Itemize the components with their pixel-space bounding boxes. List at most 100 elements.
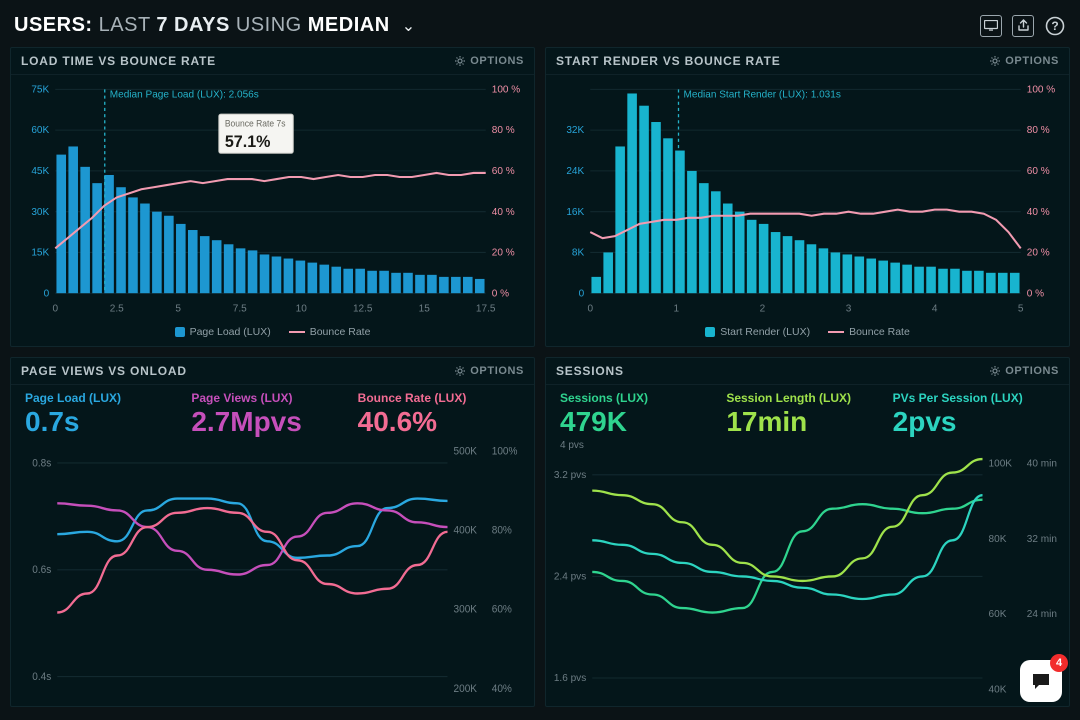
svg-text:0 %: 0 % [492, 288, 509, 299]
svg-text:7.5: 7.5 [233, 304, 247, 315]
panel-title: LOAD TIME VS BOUNCE RATE [21, 54, 216, 68]
svg-text:5: 5 [1018, 304, 1024, 315]
svg-text:0: 0 [587, 304, 593, 315]
svg-text:0: 0 [579, 288, 585, 299]
page-header: USERS: LAST 7 DAYS USING MEDIAN ⌄ ? [10, 8, 1070, 47]
panel-start-render: START RENDER VS BOUNCE RATE OPTIONS 0 8K 1… [545, 47, 1070, 347]
svg-text:30K: 30K [31, 207, 49, 218]
svg-text:0.4s: 0.4s [32, 670, 51, 683]
svg-text:0.8s: 0.8s [32, 457, 51, 470]
panel-title: SESSIONS [556, 364, 624, 378]
svg-text:?: ? [1051, 19, 1058, 33]
options-button[interactable]: OPTIONS [454, 365, 524, 377]
help-icon[interactable]: ? [1044, 15, 1066, 37]
panel-title: PAGE VIEWS VS ONLOAD [21, 364, 187, 378]
chat-button[interactable]: 4 [1020, 660, 1062, 702]
svg-text:8K: 8K [572, 247, 585, 258]
svg-text:17.5: 17.5 [476, 304, 496, 315]
share-icon[interactable] [1012, 15, 1034, 37]
notification-badge: 4 [1050, 654, 1068, 672]
svg-text:40K: 40K [989, 684, 1007, 695]
svg-text:40%: 40% [492, 682, 513, 695]
header-seg-agg: MEDIAN [308, 14, 390, 36]
svg-text:Bounce Rate 7s: Bounce Rate 7s [225, 118, 286, 128]
svg-text:Median Page Load (LUX): 2.056s: Median Page Load (LUX): 2.056s [110, 90, 259, 101]
svg-text:60 %: 60 % [1027, 166, 1050, 177]
svg-text:3.2 pvs: 3.2 pvs [554, 470, 586, 481]
svg-text:100 %: 100 % [492, 84, 520, 95]
svg-text:60%: 60% [492, 603, 513, 616]
page-views-chart[interactable]: 0.4s0.6s0.8s200K300K400K500K40%60%80%100… [11, 440, 534, 706]
svg-text:100 %: 100 % [1027, 84, 1055, 95]
header-actions: ? [980, 15, 1066, 37]
svg-text:15: 15 [419, 304, 431, 315]
svg-text:80 %: 80 % [492, 125, 515, 136]
header-seg-using: USING [236, 14, 302, 36]
svg-text:Median Start Render (LUX): 1.0: Median Start Render (LUX): 1.031s [684, 90, 841, 101]
svg-text:0: 0 [44, 288, 50, 299]
sessions-chart[interactable]: 1.6 pvs2.4 pvs3.2 pvs40K60K80K100K16 min… [546, 453, 1069, 706]
svg-text:200K: 200K [454, 682, 477, 695]
svg-text:0.6s: 0.6s [32, 563, 51, 576]
gear-icon [989, 55, 1001, 67]
header-title[interactable]: USERS: LAST 7 DAYS USING MEDIAN ⌄ [14, 14, 416, 37]
metrics-row: Sessions (LUX) 479K 4 pvs Session Length… [546, 385, 1069, 453]
panel-page-views: PAGE VIEWS VS ONLOAD OPTIONS Page Load (… [10, 357, 535, 707]
metric-sessions: Sessions (LUX) 479K 4 pvs [560, 391, 726, 451]
gear-icon [454, 365, 466, 377]
metric-pvs-session: PVs Per Session (LUX) 2pvs [893, 391, 1059, 451]
svg-text:24 min: 24 min [1027, 609, 1057, 620]
svg-text:2.5: 2.5 [110, 304, 124, 315]
options-button[interactable]: OPTIONS [989, 365, 1059, 377]
svg-text:80K: 80K [989, 534, 1007, 545]
metric-page-load: Page Load (LUX) 0.7s [25, 391, 191, 438]
header-seg-last: LAST [99, 14, 151, 36]
svg-text:32 min: 32 min [1027, 534, 1057, 545]
chat-icon [1030, 670, 1052, 692]
svg-text:0: 0 [52, 304, 58, 315]
svg-text:40 %: 40 % [492, 207, 515, 218]
load-time-chart[interactable]: 0 15K 30K 45K 60K 75K 0 % 20 % 40 % 60 % 80 % 100 %… [11, 75, 534, 322]
svg-text:20 %: 20 % [1027, 247, 1050, 258]
gear-icon [989, 365, 1001, 377]
header-prefix: USERS: [14, 14, 93, 36]
gear-icon [454, 55, 466, 67]
header-seg-range: 7 DAYS [156, 14, 229, 36]
metric-bounce-rate: Bounce Rate (LUX) 40.6% [358, 391, 524, 438]
svg-text:60K: 60K [989, 609, 1007, 620]
svg-text:32K: 32K [566, 125, 584, 136]
metric-session-length: Session Length (LUX) 17min [726, 391, 892, 451]
chart-legend: Page Load (LUX) Bounce Rate [11, 322, 534, 346]
svg-text:40 %: 40 % [1027, 207, 1050, 218]
svg-text:300K: 300K [454, 603, 477, 616]
svg-text:5: 5 [175, 304, 181, 315]
options-button[interactable]: OPTIONS [989, 55, 1059, 67]
svg-text:60 %: 60 % [492, 166, 515, 177]
svg-text:1.6 pvs: 1.6 pvs [554, 673, 586, 684]
svg-text:400K: 400K [454, 524, 477, 537]
svg-text:12.5: 12.5 [353, 304, 373, 315]
chevron-down-icon[interactable]: ⌄ [402, 18, 416, 35]
chart-legend: Start Render (LUX) Bounce Rate [546, 322, 1069, 346]
monitor-icon[interactable] [980, 15, 1002, 37]
svg-text:100%: 100% [492, 445, 518, 458]
svg-text:100K: 100K [989, 458, 1013, 469]
start-render-chart[interactable]: 08K16K24K32K0 %20 %40 %60 %80 %100 %0123… [546, 75, 1069, 322]
svg-text:15K: 15K [31, 247, 49, 258]
svg-text:4: 4 [932, 304, 938, 315]
svg-text:10: 10 [296, 304, 308, 315]
svg-text:45K: 45K [31, 166, 49, 177]
svg-text:0 %: 0 % [1027, 288, 1044, 299]
svg-text:57.1%: 57.1% [225, 133, 271, 151]
panel-title: START RENDER VS BOUNCE RATE [556, 54, 781, 68]
svg-text:80 %: 80 % [1027, 125, 1050, 136]
options-button[interactable]: OPTIONS [454, 55, 524, 67]
panel-sessions: SESSIONS OPTIONS Sessions (LUX) 479K 4 p… [545, 357, 1070, 707]
svg-text:80%: 80% [492, 524, 513, 537]
svg-text:2: 2 [760, 304, 766, 315]
panel-load-time: LOAD TIME VS BOUNCE RATE OPTIONS 0 15K 30K… [10, 47, 535, 347]
svg-text:1: 1 [674, 304, 680, 315]
svg-text:60K: 60K [31, 125, 49, 136]
svg-text:75K: 75K [31, 84, 49, 95]
svg-text:20 %: 20 % [492, 247, 515, 258]
